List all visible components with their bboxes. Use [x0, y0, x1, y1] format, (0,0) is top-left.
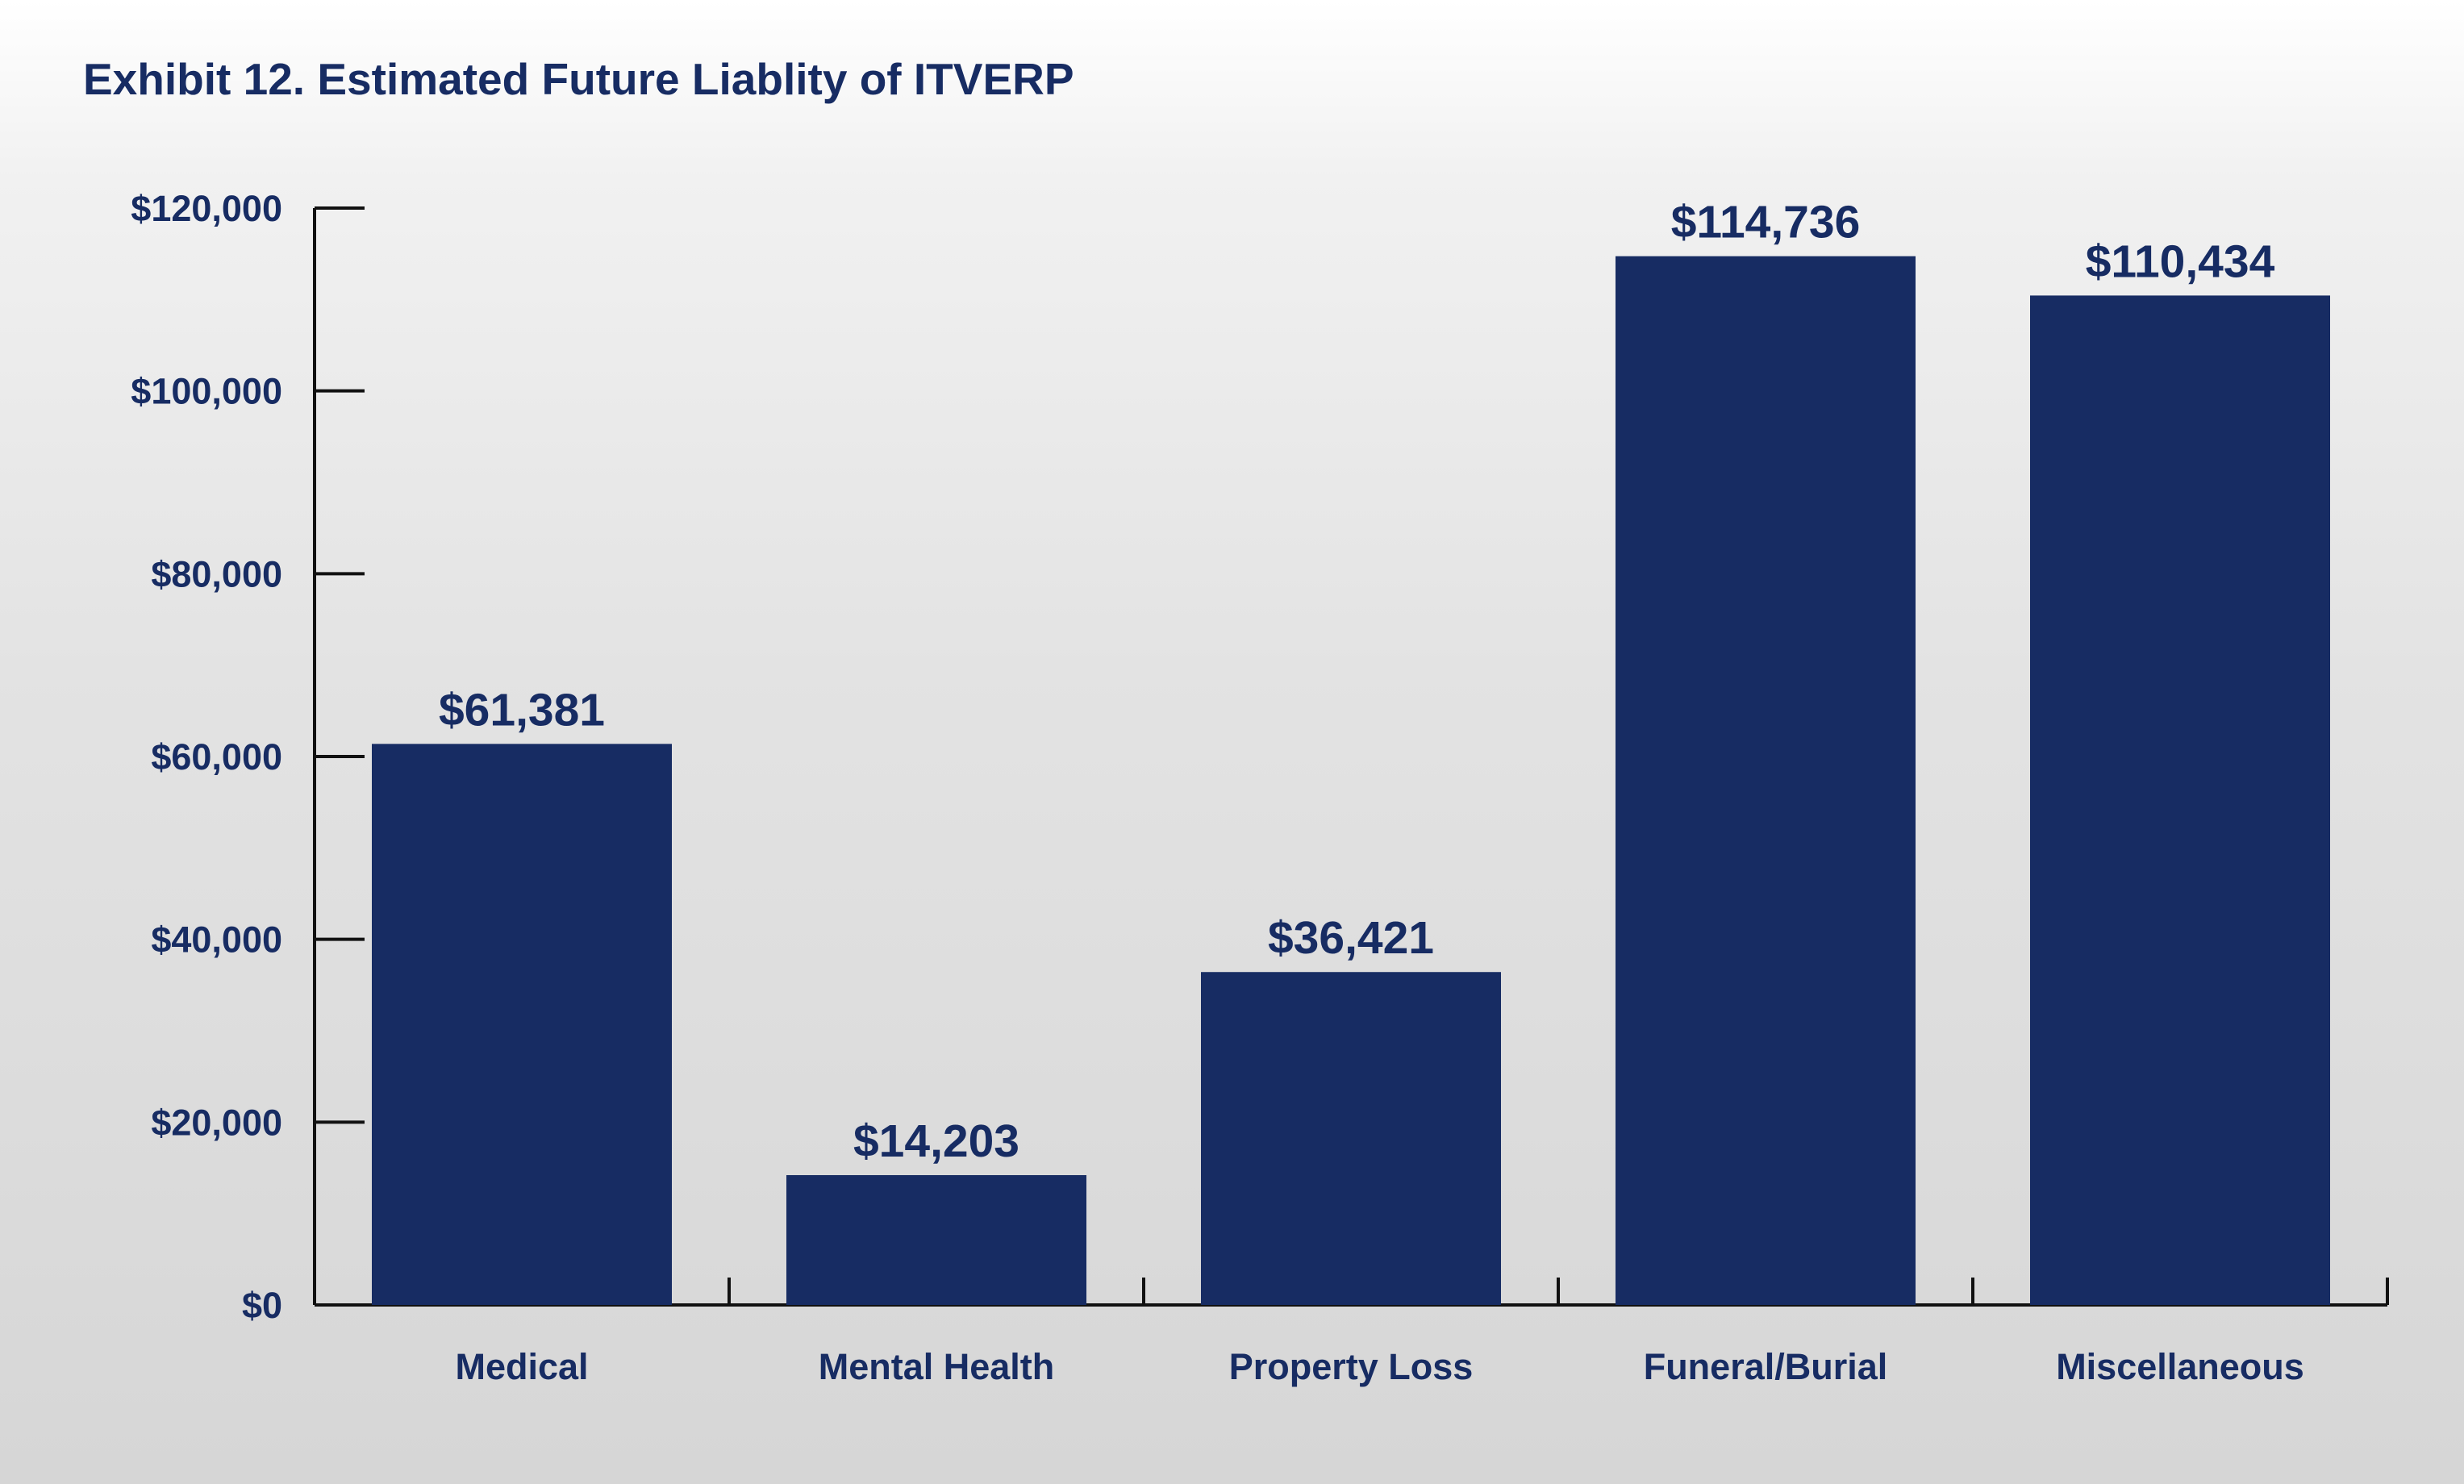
y-tick-label: $60,000 — [151, 736, 282, 777]
data-label: $110,434 — [2086, 236, 2275, 287]
y-tick-label: $120,000 — [131, 188, 282, 229]
y-tick-label: $40,000 — [151, 919, 282, 961]
bars — [372, 256, 2330, 1305]
x-tick-label: Miscellaneous — [2056, 1346, 2304, 1387]
bar — [1616, 256, 1916, 1305]
x-tick-label: Property Loss — [1229, 1346, 1474, 1387]
data-labels: $61,381 $14,203 $36,421 $114,736 $110,434 — [439, 197, 2275, 1167]
data-label: $14,203 — [853, 1115, 1019, 1167]
y-tick-label: $80,000 — [151, 553, 282, 594]
bar — [372, 744, 672, 1305]
bar — [786, 1175, 1086, 1305]
bar — [1201, 972, 1501, 1305]
bar — [2030, 295, 2330, 1305]
x-tick-label: Mental Health — [819, 1346, 1055, 1387]
y-tick-label: $100,000 — [131, 371, 282, 412]
x-tick-label: Medical — [455, 1346, 588, 1387]
chart-title: Exhibit 12. Estimated Future Liablity of… — [83, 54, 1074, 104]
data-label: $36,421 — [1268, 912, 1434, 964]
data-label: $61,381 — [439, 684, 605, 736]
y-axis: $0 $20,000 $40,000 $60,000 $80,000 $100,000 $1… — [131, 188, 365, 1326]
data-label: $114,736 — [1671, 197, 1861, 248]
x-tick-label: Funeral/Burial — [1644, 1346, 1888, 1387]
y-tick-label: $0 — [242, 1285, 282, 1326]
y-tick-label: $20,000 — [151, 1102, 282, 1143]
